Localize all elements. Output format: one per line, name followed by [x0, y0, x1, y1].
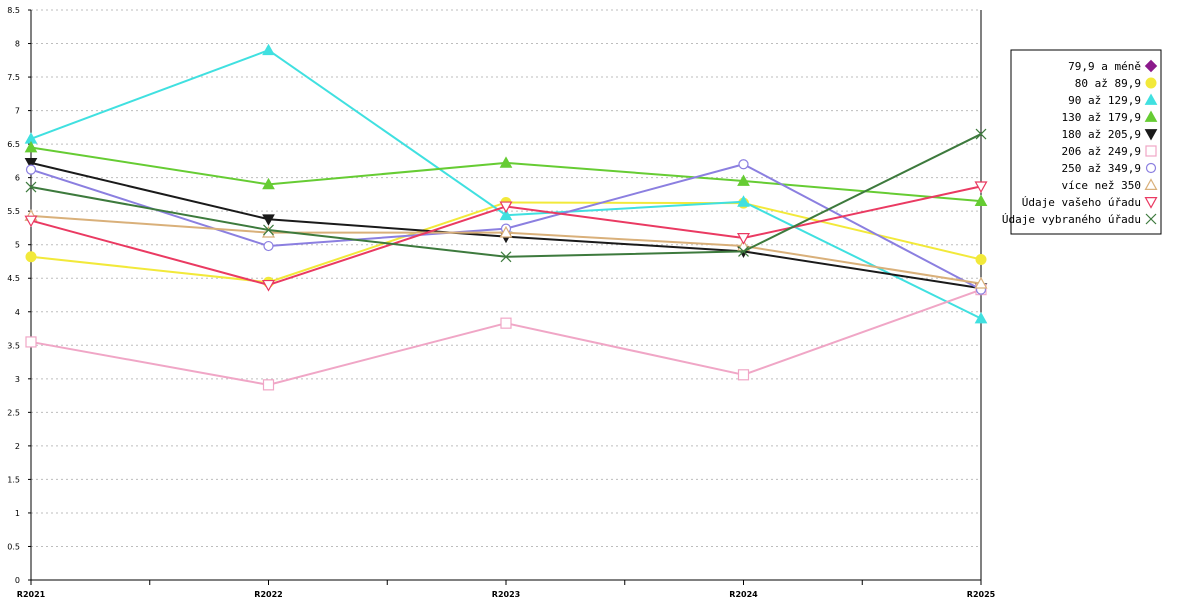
x-tick-label: R2022 [254, 590, 282, 599]
data-point [25, 336, 37, 348]
legend-label: 250 až 349,9 [1062, 162, 1141, 175]
data-point [500, 317, 512, 329]
data-point [263, 224, 274, 236]
series-line [30, 146, 982, 203]
y-tick-label: 0.5 [7, 542, 20, 551]
y-tick-labels: 0 0.5 1 1.5 2 2.5 3 3.5 4 4.5 5 5.5 6 6.5 7 7.5 8 8.5 [7, 6, 20, 585]
legend-label: 130 až 179,9 [1062, 111, 1141, 124]
y-tick-label: 6.5 [7, 140, 20, 149]
data-point [262, 177, 275, 190]
data-point [738, 245, 749, 257]
y-tick-label: 3 [15, 375, 20, 384]
y-tick-label: 2 [15, 442, 20, 451]
series-3 [24, 140, 988, 207]
y-tick-label: 5 [15, 241, 20, 250]
legend-label: 90 až 129,9 [1068, 94, 1141, 107]
data-point [499, 225, 513, 238]
data-point [24, 215, 38, 228]
y-tick-label: 2.5 [7, 408, 20, 417]
series-8 [24, 181, 988, 292]
series-lines [24, 43, 988, 391]
data-point [975, 128, 987, 140]
y-tick-label: 8 [15, 40, 20, 49]
y-tick-label: 4.5 [7, 274, 20, 283]
series-line [30, 288, 982, 386]
legend-marker [1144, 197, 1158, 209]
data-point [25, 164, 37, 175]
legend-marker [1145, 213, 1157, 225]
x-tick-label: R2024 [729, 590, 758, 599]
series-7 [24, 209, 988, 289]
series-9 [25, 128, 987, 263]
legend-label: Údaje vašeho úřadu [1022, 196, 1141, 209]
legend: 79,9 a méně 80 až 89,9 90 až 129,9 130 až 1… [1002, 49, 1162, 235]
data-point [24, 140, 38, 153]
data-point [974, 181, 988, 194]
y-tick-label: 8.5 [7, 6, 20, 15]
data-point [974, 276, 988, 289]
data-point [499, 201, 513, 214]
y-tick-label: 7 [15, 107, 20, 116]
data-point [736, 233, 751, 245]
x-tick-labels: R2021 R2022 R2023 R2024 R2025 [17, 580, 996, 599]
legend-marker [1145, 145, 1157, 157]
data-point [261, 279, 276, 292]
legend-marker [1144, 178, 1158, 190]
series-5 [25, 284, 987, 391]
data-point [738, 159, 749, 170]
x-tick-label: R2021 [17, 590, 46, 599]
legend-marker [1144, 59, 1158, 73]
data-point [974, 194, 988, 207]
data-point [499, 156, 513, 168]
y-tick-label: 6 [15, 174, 20, 183]
data-point [500, 251, 512, 263]
axes [30, 10, 982, 581]
data-point [737, 195, 750, 207]
y-tick-label: 0 [15, 576, 20, 585]
data-point [262, 43, 275, 56]
y-tick-label: 1.5 [7, 475, 20, 484]
y-tick-label: 4 [15, 308, 20, 317]
data-point [263, 240, 274, 252]
series-2 [24, 43, 988, 324]
legend-marker [1145, 162, 1157, 174]
legend-label: více než 350 [1062, 179, 1141, 192]
y-tick-label: 7.5 [7, 73, 20, 82]
data-point [974, 311, 988, 324]
legend-label: Údaje vybraného úřadu [1002, 213, 1141, 226]
x-tick-label: R2025 [967, 590, 996, 599]
data-point [975, 253, 987, 265]
gridlines [28, 9, 981, 581]
y-tick-label: 3.5 [7, 341, 20, 350]
legend-marker [1144, 129, 1158, 141]
data-point [499, 208, 513, 221]
legend-label: 79,9 a méně [1068, 60, 1141, 73]
data-point [737, 369, 750, 381]
legend-label: 80 až 89,9 [1075, 77, 1141, 90]
x-tick-label: R2023 [492, 590, 520, 599]
legend-marker [1145, 77, 1157, 89]
legend-label: 206 až 249,9 [1062, 145, 1141, 158]
data-point [737, 174, 750, 186]
data-point [25, 251, 37, 263]
y-tick-label: 5.5 [7, 207, 20, 216]
legend-marker [1144, 110, 1158, 122]
data-point [24, 157, 38, 170]
data-point [25, 181, 37, 193]
data-point [262, 379, 275, 391]
data-point [262, 214, 275, 226]
legend-label: 180 až 205,9 [1062, 128, 1141, 141]
legend-marker [1144, 93, 1158, 105]
legend-box [1010, 49, 1162, 235]
y-tick-label: 1 [15, 509, 20, 518]
